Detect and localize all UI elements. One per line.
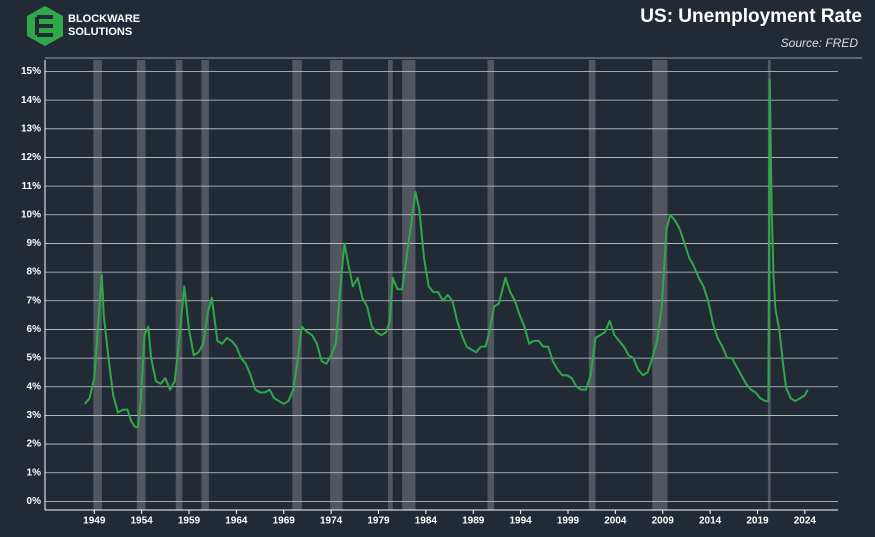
brand-line: SOLUTIONS [68, 26, 132, 38]
recession-band [136, 60, 146, 510]
y-tick-label: 14% [21, 95, 41, 106]
x-tick-label: 2019 [746, 516, 769, 527]
recession-band [330, 60, 343, 510]
unemployment-line [84, 79, 809, 428]
x-tick-label: 1974 [320, 516, 343, 527]
brand-line: BLOCKWARE [68, 13, 140, 25]
logo: BLOCKWARE SOLUTIONS [27, 6, 140, 46]
y-tick-label: 3% [27, 410, 42, 421]
x-tick-label: 2004 [604, 516, 627, 527]
x-tick-label: 1969 [273, 516, 296, 527]
recession-band [292, 60, 302, 510]
y-tick-label: 15% [21, 66, 41, 77]
y-tick-label: 1% [27, 467, 42, 478]
y-tick-label: 7% [27, 295, 42, 306]
x-tick-label: 1984 [415, 516, 438, 527]
x-tick-label: 2009 [652, 516, 675, 527]
y-tick-label: 4% [27, 381, 42, 392]
y-tick-label: 13% [21, 123, 41, 134]
logo-glyph [35, 15, 53, 37]
recession-band [588, 60, 596, 510]
recession-band [201, 60, 209, 510]
chart-title: US: Unemployment Rate [640, 6, 862, 27]
y-tick-label: 0% [27, 496, 42, 507]
recession-band [652, 60, 668, 510]
x-tick-label: 1979 [367, 516, 390, 527]
y-tick-label: 10% [21, 209, 41, 220]
chart-subtitle: Source: FRED [781, 36, 859, 50]
recession-band [387, 60, 393, 510]
x-tick-label: 1954 [131, 516, 154, 527]
y-tick-label: 12% [21, 152, 41, 163]
recession-band [93, 60, 102, 510]
x-tick-label: 2014 [699, 516, 722, 527]
recession-band [402, 60, 416, 510]
y-tick-label: 5% [27, 353, 42, 364]
x-tick-label: 1999 [557, 516, 580, 527]
x-tick-label: 2024 [794, 516, 817, 527]
x-tick-label: 1964 [225, 516, 248, 527]
recession-band [175, 60, 183, 510]
y-tick-label: 11% [22, 181, 42, 192]
y-tick-label: 2% [27, 439, 42, 450]
y-tick-label: 6% [27, 324, 42, 335]
x-tick-label: 1989 [462, 516, 485, 527]
recession-band [487, 60, 495, 510]
x-tick-label: 1959 [178, 516, 201, 527]
y-tick-label: 9% [27, 238, 42, 249]
x-tick-label: 1994 [509, 516, 532, 527]
x-tick-label: 1949 [83, 516, 106, 527]
y-tick-label: 8% [27, 267, 42, 278]
